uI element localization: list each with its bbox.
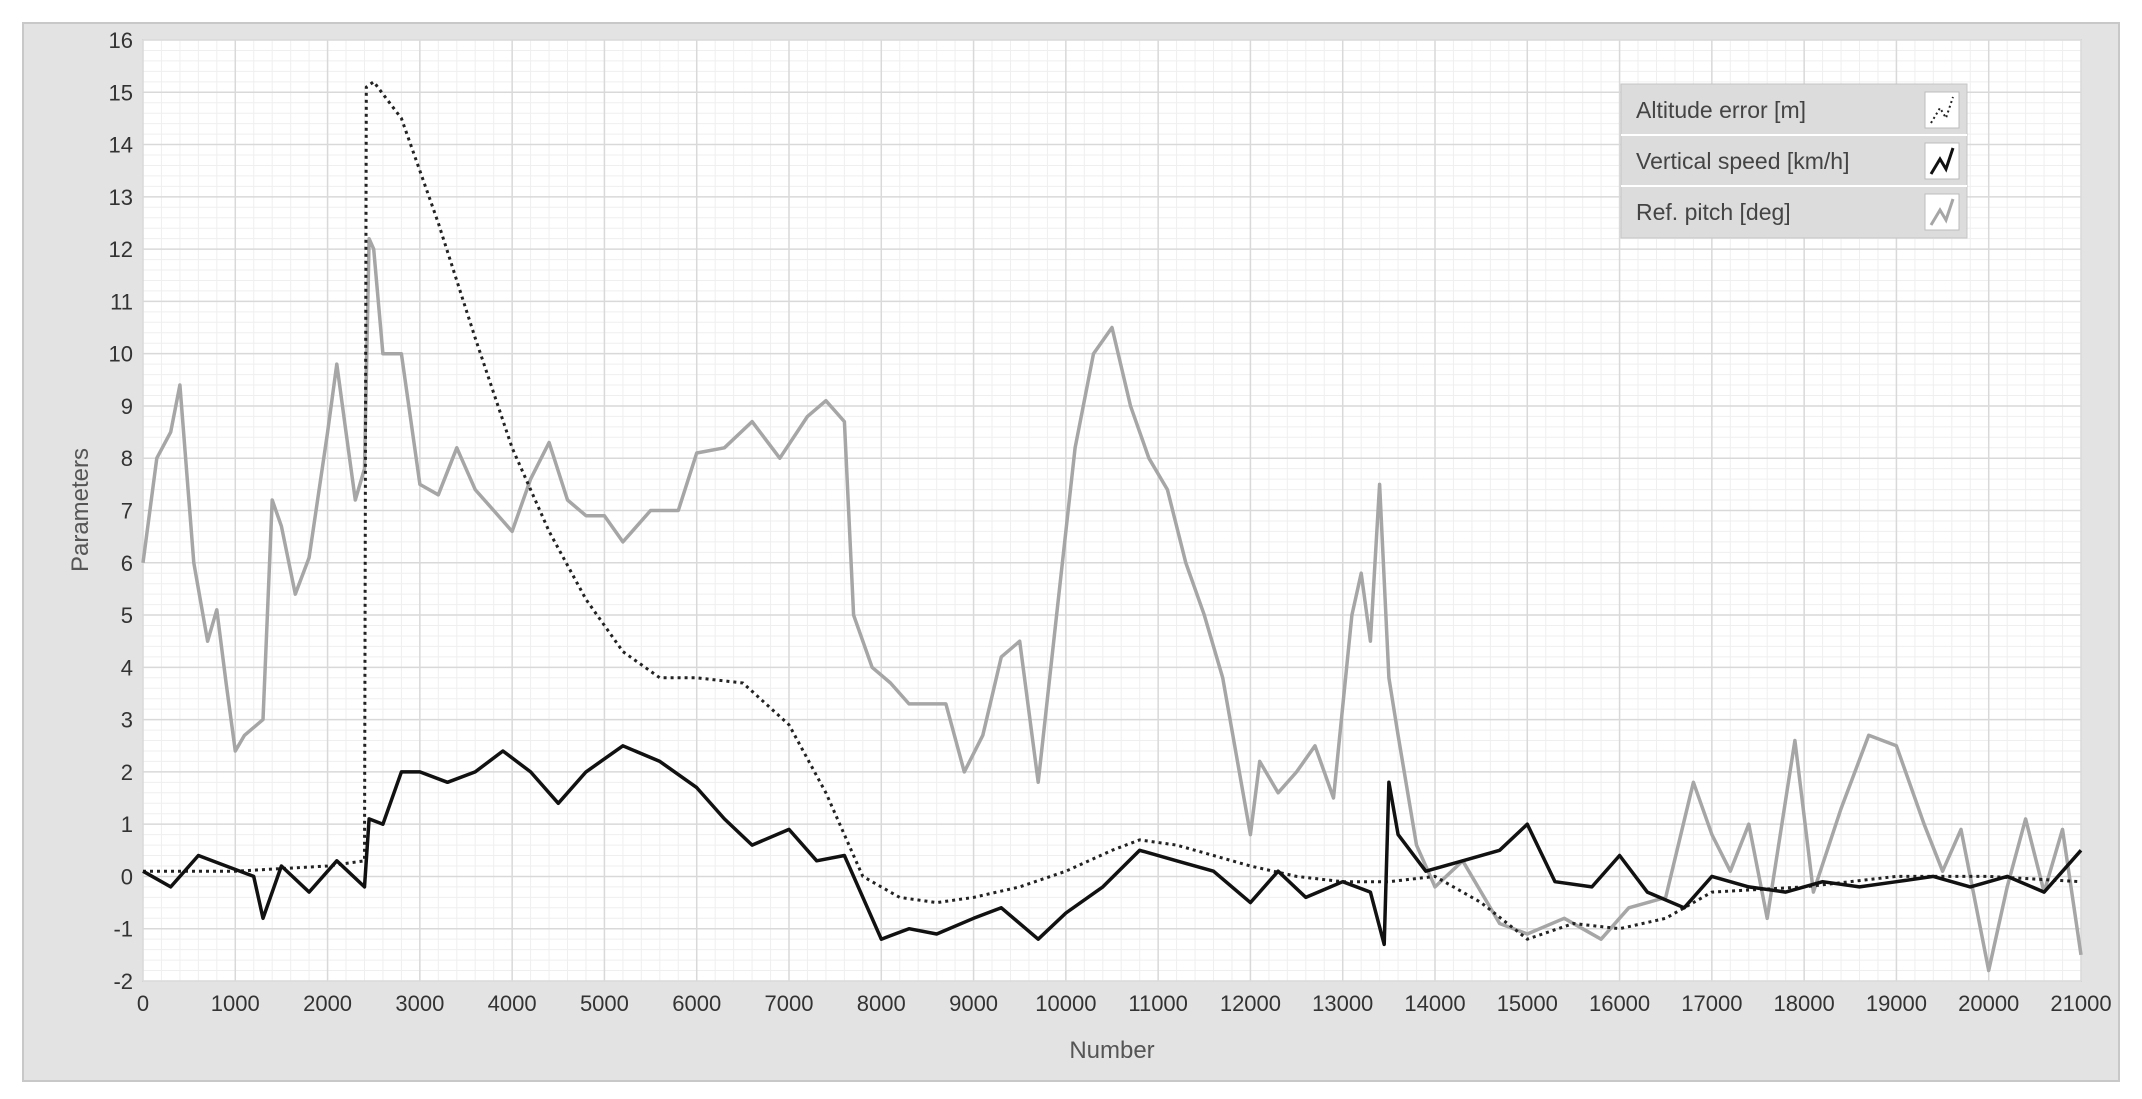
y-tick-label: -2 — [113, 969, 133, 994]
legend: Altitude error [m] Vertical speed [km/h]… — [1620, 83, 1968, 239]
y-tick-label: 7 — [121, 499, 133, 524]
legend-swatch-vertical-speed — [1929, 147, 1955, 175]
y-tick-label: 4 — [121, 655, 133, 680]
y-tick-label: 2 — [121, 760, 133, 785]
x-tick-label: 17000 — [1681, 991, 1742, 1016]
x-tick-label: 10000 — [1035, 991, 1096, 1016]
y-tick-label: 3 — [121, 708, 133, 733]
x-tick-label: 3000 — [395, 991, 444, 1016]
x-tick-label: 15000 — [1497, 991, 1558, 1016]
x-tick-label: 6000 — [672, 991, 721, 1016]
legend-label-ref-pitch: Ref. pitch [deg] — [1636, 199, 1791, 225]
y-tick-label: 0 — [121, 864, 133, 889]
y-tick-label: 13 — [109, 185, 133, 210]
x-tick-label: 4000 — [488, 991, 537, 1016]
x-tick-label: 8000 — [857, 991, 906, 1016]
y-tick-label: 8 — [121, 446, 133, 471]
y-axis-label: Parameters — [67, 448, 94, 572]
x-tick-label: 5000 — [580, 991, 629, 1016]
x-tick-label: 18000 — [1774, 991, 1835, 1016]
x-tick-label: 19000 — [1866, 991, 1927, 1016]
y-tick-label: -1 — [113, 917, 133, 942]
y-tick-label: 14 — [109, 133, 133, 158]
y-tick-label: 12 — [109, 237, 133, 262]
y-tick-label: 15 — [109, 80, 133, 105]
legend-label-altitude-error: Altitude error [m] — [1636, 97, 1806, 123]
legend-box — [1620, 83, 1968, 239]
y-tick-label: 11 — [110, 289, 133, 314]
y-tick-label: 6 — [121, 551, 133, 576]
y-tick-label: 5 — [121, 603, 133, 628]
x-tick-label: 1000 — [211, 991, 260, 1016]
x-tick-labels: 0 1000 2000 3000 4000 5000 6000 7000 8000 9000 100… — [137, 991, 2112, 1016]
x-tick-label: 16000 — [1589, 991, 1650, 1016]
series-line-2 — [141, 236, 2083, 973]
x-tick-label: 11000 — [1128, 991, 1188, 1016]
x-tick-label: 7000 — [765, 991, 814, 1016]
legend-swatch-altitude-error — [1930, 96, 1954, 124]
y-tick-label: 10 — [109, 342, 133, 367]
y-tick-label: 16 — [109, 28, 133, 53]
x-tick-label: 14000 — [1404, 991, 1465, 1016]
x-tick-label: 13000 — [1312, 991, 1373, 1016]
y-tick-label: 9 — [121, 394, 133, 419]
x-tick-label: 21000 — [2050, 991, 2111, 1016]
x-tick-label: 2000 — [303, 991, 352, 1016]
y-tick-label: 1 — [121, 812, 133, 837]
legend-swatch-ref-pitch — [1929, 198, 1955, 226]
series-line-0 — [143, 80, 2082, 941]
x-tick-label: 12000 — [1220, 991, 1281, 1016]
x-tick-label: 0 — [137, 991, 149, 1016]
x-tick-label: 20000 — [1958, 991, 2019, 1016]
legend-label-vertical-speed: Vertical speed [km/h] — [1636, 148, 1850, 174]
x-tick-label: 9000 — [949, 991, 998, 1016]
series-lines — [141, 80, 2083, 973]
series-line-1 — [142, 744, 2083, 947]
x-axis-label: Number — [1069, 1037, 1154, 1064]
